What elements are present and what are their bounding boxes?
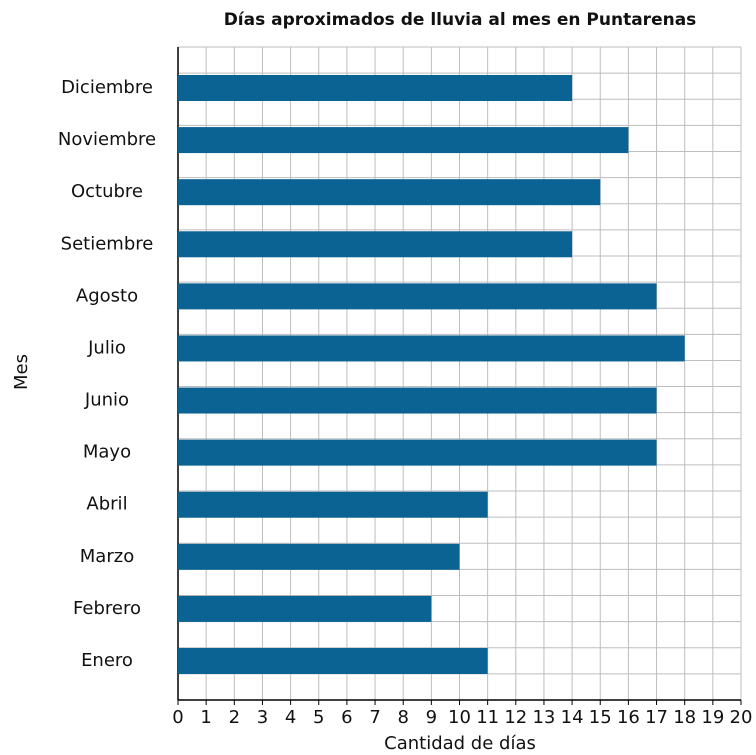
x-tick-label: 17 <box>645 707 668 728</box>
x-tick-label: 16 <box>617 707 640 728</box>
chart-title: Días aproximados de lluvia al mes en Pun… <box>224 10 697 30</box>
y-tick-label: Enero <box>81 650 133 671</box>
x-axis-label: Cantidad de días <box>384 733 536 754</box>
y-axis-label: Mes <box>11 354 32 390</box>
x-tick-label: 6 <box>341 707 352 728</box>
y-tick-label: Diciembre <box>61 77 153 98</box>
x-tick-label: 3 <box>257 707 268 728</box>
y-tick-label: Mayo <box>83 442 131 463</box>
bar <box>178 543 460 570</box>
bar <box>178 335 685 362</box>
x-tick-label: 12 <box>504 707 527 728</box>
x-tick-label: 8 <box>397 707 408 728</box>
x-tick-label: 18 <box>673 707 696 728</box>
bar <box>178 648 488 674</box>
y-tick-label: Junio <box>84 390 129 411</box>
x-tick-label: 14 <box>561 707 584 728</box>
x-tick-label: 11 <box>476 707 499 728</box>
x-tick-label: 15 <box>589 707 612 728</box>
bar <box>178 439 657 466</box>
x-tick-label: 10 <box>448 707 471 728</box>
x-tick-label: 9 <box>426 707 437 728</box>
x-tick-label: 5 <box>313 707 324 728</box>
x-tick-label: 1 <box>200 707 211 728</box>
y-tick-label: Marzo <box>80 546 134 567</box>
bar <box>178 127 629 154</box>
x-tick-label: 7 <box>369 707 380 728</box>
y-tick-label: Setiembre <box>61 233 154 254</box>
bar <box>178 387 657 414</box>
bar <box>178 283 657 310</box>
x-tick-label: 2 <box>229 707 240 728</box>
x-tick-label: 19 <box>701 707 724 728</box>
bar <box>178 595 432 622</box>
bar <box>178 491 488 518</box>
bar <box>178 75 573 101</box>
y-tick-label: Octubre <box>71 181 143 202</box>
y-tick-label: Abril <box>86 494 127 515</box>
x-tick-label: 20 <box>730 707 753 728</box>
bar <box>178 179 601 206</box>
y-tick-label: Noviembre <box>58 129 156 150</box>
x-tick-label: 13 <box>532 707 555 728</box>
y-tick-label: Febrero <box>73 598 141 619</box>
bar <box>178 231 573 258</box>
x-tick-label: 0 <box>172 707 183 728</box>
x-tick-label: 4 <box>285 707 296 728</box>
y-tick-label: Julio <box>87 337 126 358</box>
y-tick-label: Agosto <box>76 285 138 306</box>
